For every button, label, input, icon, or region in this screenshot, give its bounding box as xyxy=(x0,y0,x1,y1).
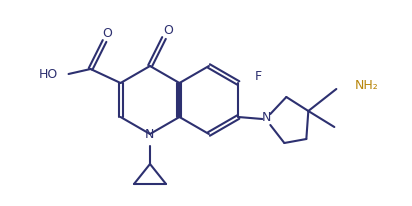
Text: N: N xyxy=(262,110,271,124)
Text: N: N xyxy=(144,129,154,142)
Text: O: O xyxy=(103,27,112,40)
Text: F: F xyxy=(254,70,262,83)
Text: HO: HO xyxy=(38,68,58,81)
Text: O: O xyxy=(163,23,173,36)
Text: NH₂: NH₂ xyxy=(354,78,378,91)
